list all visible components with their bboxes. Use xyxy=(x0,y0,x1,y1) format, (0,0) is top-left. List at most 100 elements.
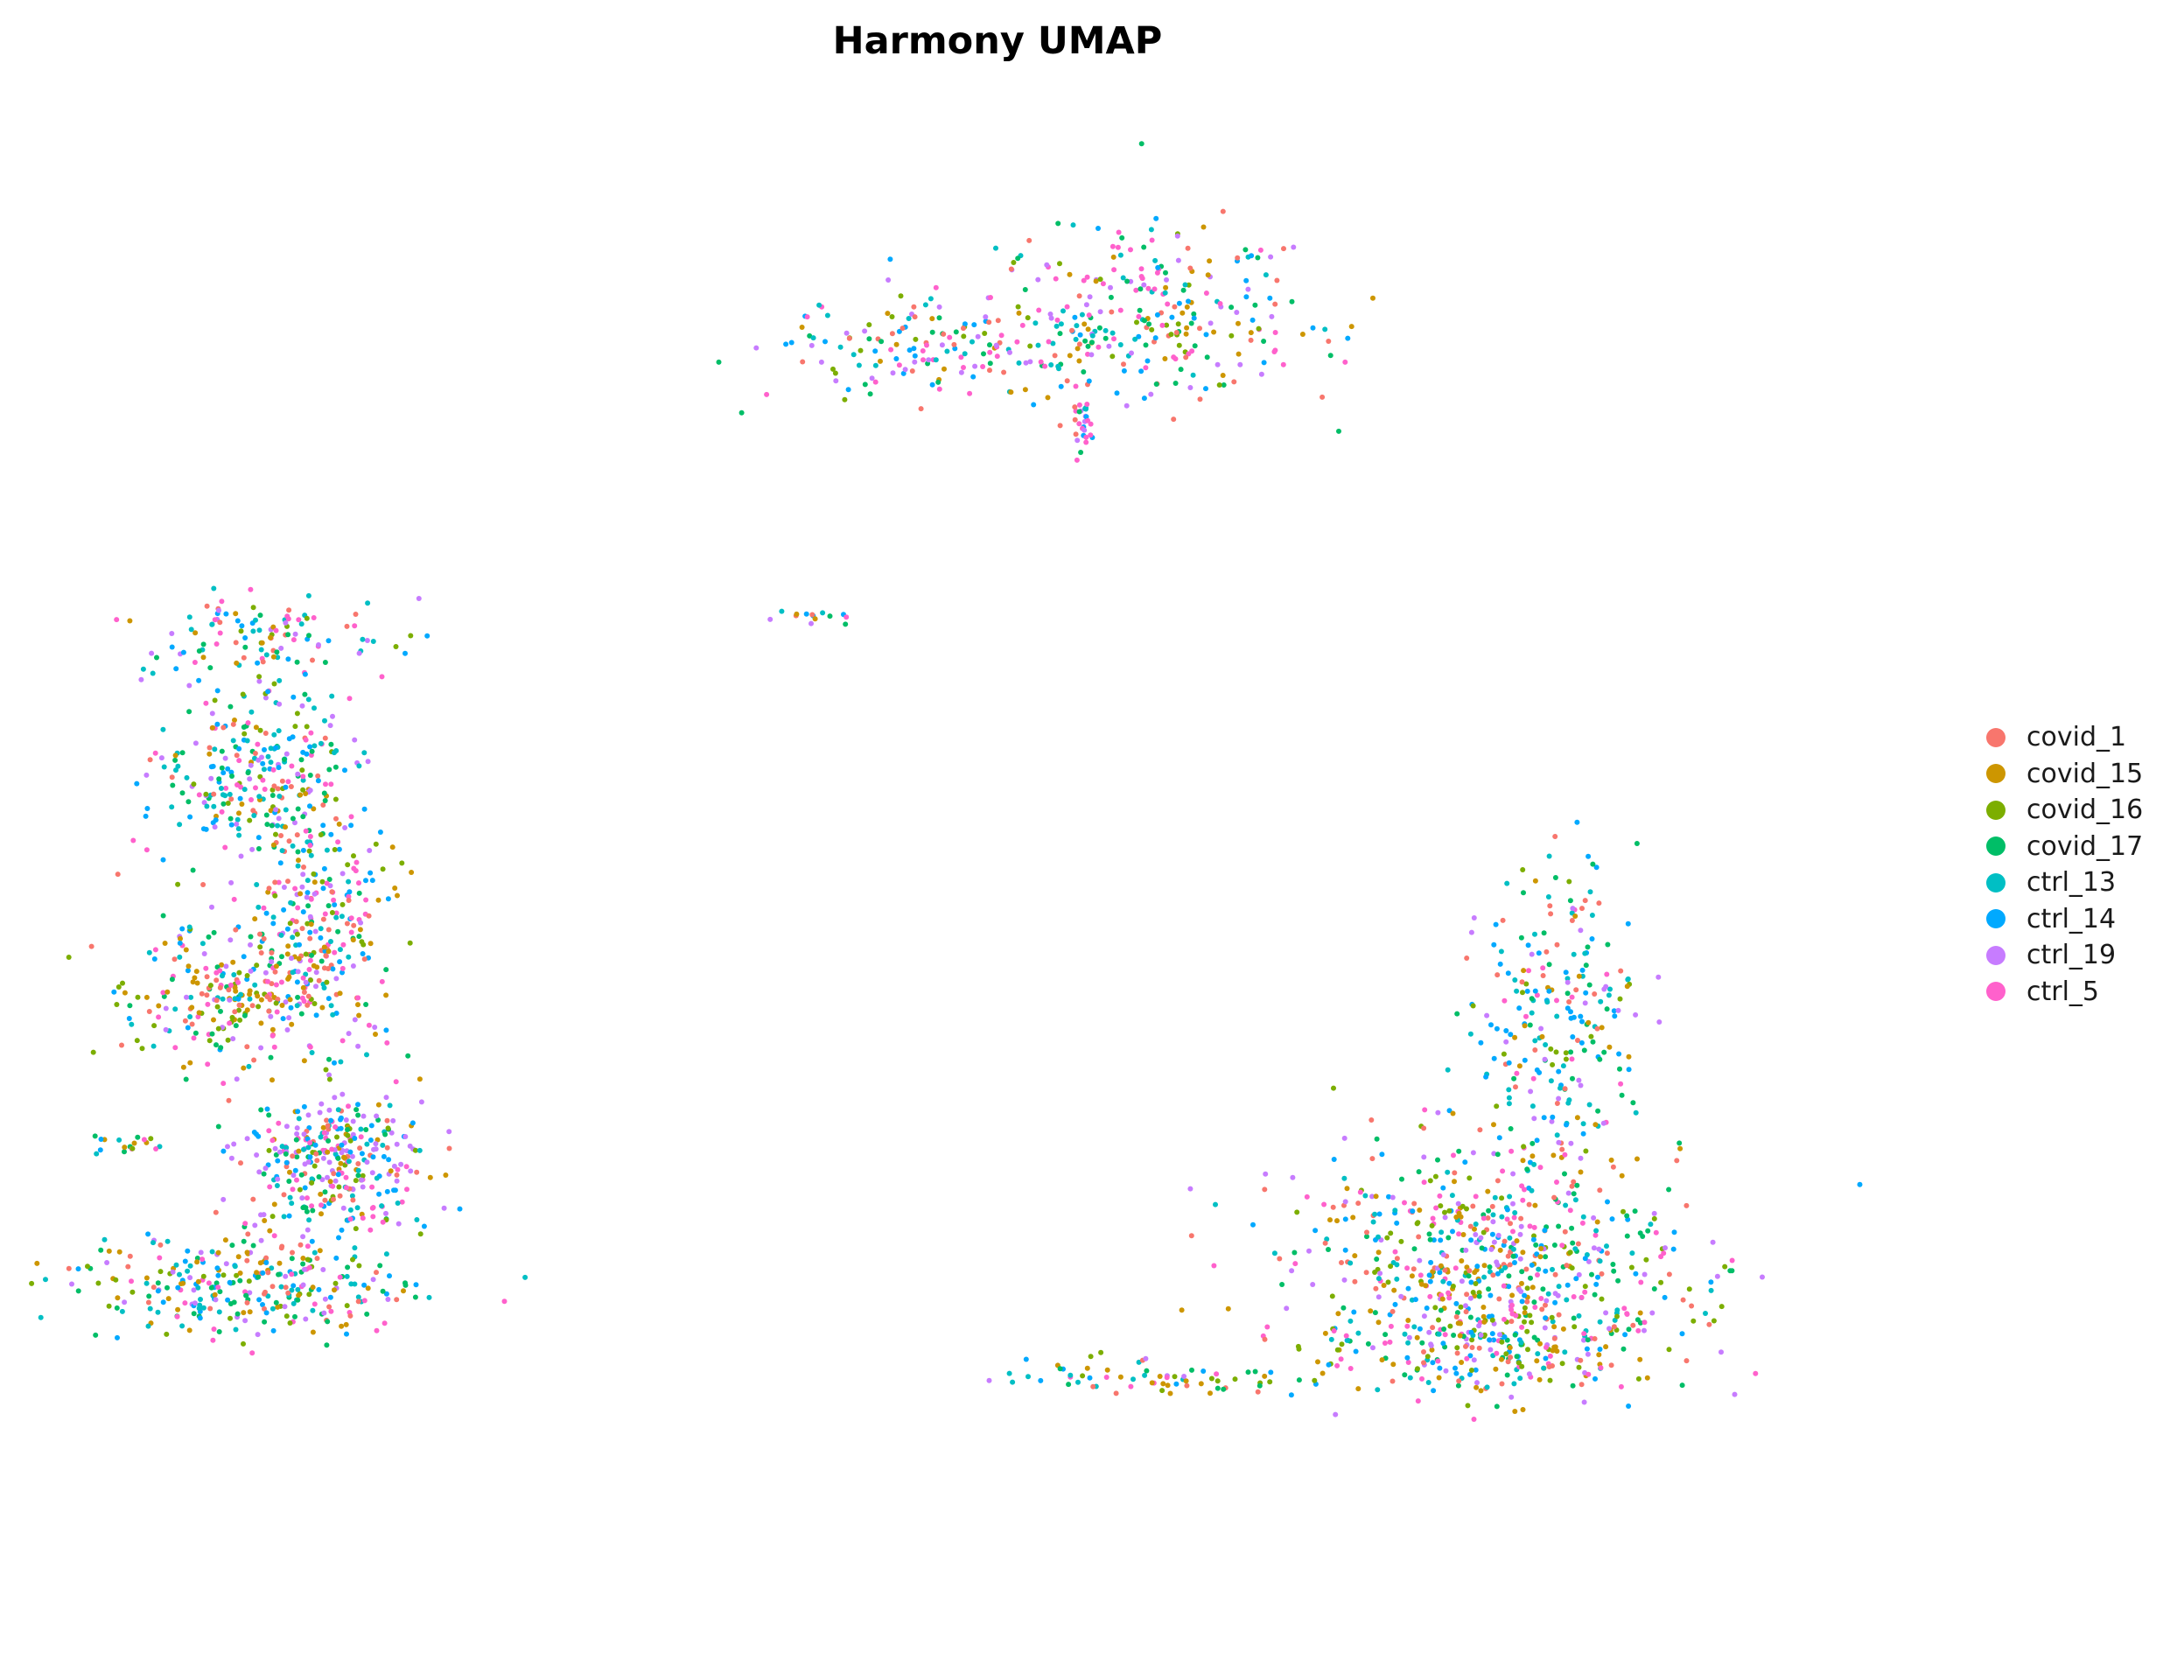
point-ctrl_13 xyxy=(1502,1264,1508,1270)
point-covid_15 xyxy=(253,724,259,731)
point-ctrl_5 xyxy=(1159,322,1166,328)
point-ctrl_5 xyxy=(160,990,166,996)
point-covid_15 xyxy=(1355,1386,1362,1392)
point-covid_1 xyxy=(307,935,313,942)
point-ctrl_14 xyxy=(1431,1237,1437,1243)
point-ctrl_19 xyxy=(1106,343,1112,349)
point-ctrl_19 xyxy=(390,1117,396,1124)
point-covid_15 xyxy=(1551,1324,1558,1330)
point-ctrl_13 xyxy=(161,764,167,770)
point-ctrl_14 xyxy=(330,966,336,972)
point-covid_16 xyxy=(95,1280,102,1286)
point-covid_1 xyxy=(226,987,232,993)
point-ctrl_14 xyxy=(1578,1040,1585,1046)
point-covid_1 xyxy=(250,1196,256,1202)
point-covid_15 xyxy=(1327,1217,1333,1223)
point-ctrl_19 xyxy=(1455,1200,1461,1207)
point-covid_1 xyxy=(298,1242,304,1248)
point-covid_15 xyxy=(1480,1305,1487,1310)
point-ctrl_13 xyxy=(283,807,289,813)
point-ctrl_19 xyxy=(256,757,262,763)
point-ctrl_19 xyxy=(441,1205,447,1211)
point-ctrl_13 xyxy=(295,863,301,869)
point-ctrl_5 xyxy=(1523,1013,1529,1019)
point-ctrl_19 xyxy=(262,1166,269,1172)
legend-label: covid_16 xyxy=(2026,794,2144,826)
point-ctrl_5 xyxy=(1357,1189,1363,1195)
point-ctrl_19 xyxy=(304,894,310,900)
point-ctrl_19 xyxy=(1510,1200,1516,1207)
point-covid_15 xyxy=(1391,1287,1397,1293)
point-covid_1 xyxy=(1680,1297,1686,1303)
point-ctrl_13 xyxy=(204,803,210,809)
point-ctrl_14 xyxy=(215,1272,221,1278)
point-covid_17 xyxy=(1590,861,1596,867)
point-covid_17 xyxy=(1454,1310,1460,1316)
point-ctrl_14 xyxy=(270,1327,276,1334)
point-covid_1 xyxy=(1552,1271,1558,1278)
point-covid_15 xyxy=(1539,1033,1545,1040)
point-covid_17 xyxy=(1340,1305,1347,1311)
point-covid_15 xyxy=(1554,1348,1560,1354)
point-ctrl_14 xyxy=(320,886,326,892)
point-covid_16 xyxy=(1427,1178,1433,1184)
point-ctrl_14 xyxy=(1605,1199,1610,1205)
point-ctrl_19 xyxy=(301,1266,307,1272)
point-covid_1 xyxy=(1255,1389,1261,1395)
point-ctrl_5 xyxy=(152,947,158,953)
point-covid_16 xyxy=(1438,1203,1444,1209)
point-covid_17 xyxy=(738,410,745,416)
point-ctrl_5 xyxy=(312,1301,318,1307)
point-covid_15 xyxy=(270,654,276,660)
point-ctrl_14 xyxy=(1312,1228,1319,1234)
point-covid_17 xyxy=(1645,1228,1651,1234)
point-covid_17 xyxy=(276,1271,282,1278)
point-ctrl_19 xyxy=(301,1131,307,1138)
point-ctrl_13 xyxy=(256,794,262,800)
point-ctrl_5 xyxy=(1392,1249,1398,1255)
point-ctrl_19 xyxy=(833,378,839,384)
point-covid_16 xyxy=(303,951,309,957)
point-covid_17 xyxy=(250,1242,256,1249)
chart-title: Harmony UMAP xyxy=(832,19,1163,63)
legend-label: ctrl_19 xyxy=(2026,940,2117,971)
point-ctrl_19 xyxy=(372,1025,378,1030)
point-ctrl_14 xyxy=(313,1012,319,1018)
point-ctrl_19 xyxy=(1732,1391,1738,1397)
point-covid_17 xyxy=(1589,1271,1594,1278)
point-covid_17 xyxy=(1581,1047,1587,1054)
point-covid_17 xyxy=(1610,1262,1616,1267)
point-ctrl_14 xyxy=(1564,1005,1571,1012)
point-ctrl_14 xyxy=(295,1109,301,1115)
point-ctrl_14 xyxy=(911,346,917,352)
point-covid_15 xyxy=(318,1211,324,1217)
point-ctrl_13 xyxy=(416,1147,423,1153)
point-covid_15 xyxy=(1208,1390,1213,1396)
point-ctrl_5 xyxy=(1014,339,1020,345)
point-covid_17 xyxy=(1651,1286,1657,1292)
point-covid_1 xyxy=(323,953,329,959)
point-covid_17 xyxy=(307,773,313,778)
point-ctrl_19 xyxy=(223,1261,229,1267)
point-ctrl_14 xyxy=(1404,1354,1410,1361)
point-ctrl_5 xyxy=(340,942,346,948)
point-covid_1 xyxy=(344,623,350,629)
point-ctrl_13 xyxy=(1425,1380,1432,1385)
point-covid_15 xyxy=(1348,324,1354,330)
point-ctrl_14 xyxy=(1506,1060,1512,1066)
point-ctrl_13 xyxy=(1510,1246,1516,1252)
point-covid_15 xyxy=(1200,224,1207,230)
point-covid_1 xyxy=(986,319,992,326)
point-ctrl_14 xyxy=(1564,1122,1569,1128)
point-covid_15 xyxy=(1509,1292,1516,1298)
point-covid_16 xyxy=(1470,1003,1476,1009)
point-ctrl_5 xyxy=(1653,1229,1659,1236)
point-ctrl_5 xyxy=(328,781,334,788)
point-ctrl_19 xyxy=(1082,427,1088,433)
point-covid_15 xyxy=(321,944,327,950)
point-covid_1 xyxy=(1540,973,1546,978)
point-ctrl_14 xyxy=(1595,1274,1600,1280)
point-covid_16 xyxy=(246,1278,252,1284)
point-ctrl_13 xyxy=(1529,1010,1535,1016)
point-ctrl_13 xyxy=(177,954,183,960)
